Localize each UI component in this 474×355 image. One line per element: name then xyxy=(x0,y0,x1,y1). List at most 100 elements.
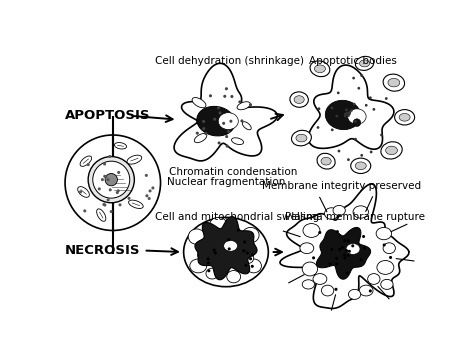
Polygon shape xyxy=(316,228,371,279)
Circle shape xyxy=(227,238,230,241)
Circle shape xyxy=(352,77,355,80)
Ellipse shape xyxy=(353,206,368,218)
Circle shape xyxy=(344,115,346,117)
Circle shape xyxy=(344,113,347,115)
Circle shape xyxy=(101,178,104,181)
Polygon shape xyxy=(195,217,257,280)
Ellipse shape xyxy=(127,155,142,164)
Ellipse shape xyxy=(296,134,307,142)
Ellipse shape xyxy=(377,261,394,274)
Circle shape xyxy=(348,111,351,114)
Circle shape xyxy=(251,253,254,256)
Ellipse shape xyxy=(388,78,400,87)
Ellipse shape xyxy=(399,114,410,121)
Circle shape xyxy=(347,114,350,117)
Ellipse shape xyxy=(355,162,366,170)
Ellipse shape xyxy=(237,102,250,110)
Circle shape xyxy=(249,257,252,260)
Text: Nuclear fragmentation: Nuclear fragmentation xyxy=(167,178,285,187)
Circle shape xyxy=(249,103,252,106)
Ellipse shape xyxy=(321,157,331,165)
Circle shape xyxy=(337,92,340,94)
Circle shape xyxy=(240,119,244,122)
Circle shape xyxy=(214,251,217,255)
Circle shape xyxy=(209,94,212,97)
Circle shape xyxy=(65,135,161,230)
Circle shape xyxy=(338,248,341,251)
Circle shape xyxy=(346,254,349,257)
Circle shape xyxy=(147,197,151,200)
Circle shape xyxy=(202,127,205,130)
Circle shape xyxy=(87,163,90,166)
Polygon shape xyxy=(280,184,409,308)
Circle shape xyxy=(223,95,226,98)
Circle shape xyxy=(204,132,208,135)
Circle shape xyxy=(107,198,109,201)
Circle shape xyxy=(346,111,349,114)
Ellipse shape xyxy=(381,279,393,289)
Ellipse shape xyxy=(246,259,261,273)
Ellipse shape xyxy=(348,289,361,299)
Circle shape xyxy=(373,108,375,111)
Circle shape xyxy=(331,129,334,131)
Circle shape xyxy=(207,262,210,264)
Text: Plasma membrane rupture: Plasma membrane rupture xyxy=(284,212,425,222)
Circle shape xyxy=(389,256,392,259)
Ellipse shape xyxy=(210,217,227,231)
Circle shape xyxy=(237,229,240,232)
Circle shape xyxy=(213,118,216,121)
Circle shape xyxy=(225,135,228,138)
Circle shape xyxy=(383,244,386,246)
Ellipse shape xyxy=(290,92,309,107)
Ellipse shape xyxy=(194,133,207,143)
Ellipse shape xyxy=(242,122,251,130)
Text: Cell dehydration (shrinkage): Cell dehydration (shrinkage) xyxy=(155,56,304,66)
Circle shape xyxy=(343,239,346,242)
Circle shape xyxy=(102,203,105,206)
Circle shape xyxy=(245,264,247,267)
Ellipse shape xyxy=(356,56,374,70)
Polygon shape xyxy=(309,65,394,149)
Circle shape xyxy=(116,191,119,194)
Circle shape xyxy=(318,107,320,110)
Circle shape xyxy=(318,231,321,234)
Circle shape xyxy=(345,109,348,111)
Ellipse shape xyxy=(227,271,241,283)
Ellipse shape xyxy=(192,98,206,108)
Circle shape xyxy=(347,240,350,242)
Circle shape xyxy=(218,141,220,144)
Circle shape xyxy=(213,248,216,252)
Circle shape xyxy=(228,247,231,250)
Circle shape xyxy=(107,178,109,181)
Circle shape xyxy=(202,120,205,123)
Ellipse shape xyxy=(395,110,415,125)
Circle shape xyxy=(345,249,348,252)
Ellipse shape xyxy=(294,96,304,103)
Circle shape xyxy=(227,130,230,133)
Ellipse shape xyxy=(206,268,219,279)
Ellipse shape xyxy=(310,61,330,77)
Ellipse shape xyxy=(376,228,392,240)
Circle shape xyxy=(196,132,199,135)
Ellipse shape xyxy=(383,243,395,253)
Ellipse shape xyxy=(300,243,314,253)
Circle shape xyxy=(348,250,351,253)
Circle shape xyxy=(83,209,86,212)
Circle shape xyxy=(148,189,152,192)
Circle shape xyxy=(105,174,118,186)
Circle shape xyxy=(207,257,210,261)
Circle shape xyxy=(246,251,249,255)
Circle shape xyxy=(335,288,337,291)
Circle shape xyxy=(238,100,241,103)
Ellipse shape xyxy=(325,208,338,219)
Text: APOPTOSIS: APOPTOSIS xyxy=(65,109,151,122)
Ellipse shape xyxy=(241,253,254,264)
Ellipse shape xyxy=(219,113,238,130)
Circle shape xyxy=(351,244,354,247)
Ellipse shape xyxy=(359,285,373,296)
Circle shape xyxy=(380,133,383,136)
Circle shape xyxy=(98,187,101,190)
Circle shape xyxy=(362,235,365,238)
Circle shape xyxy=(348,113,351,115)
Circle shape xyxy=(350,109,353,112)
